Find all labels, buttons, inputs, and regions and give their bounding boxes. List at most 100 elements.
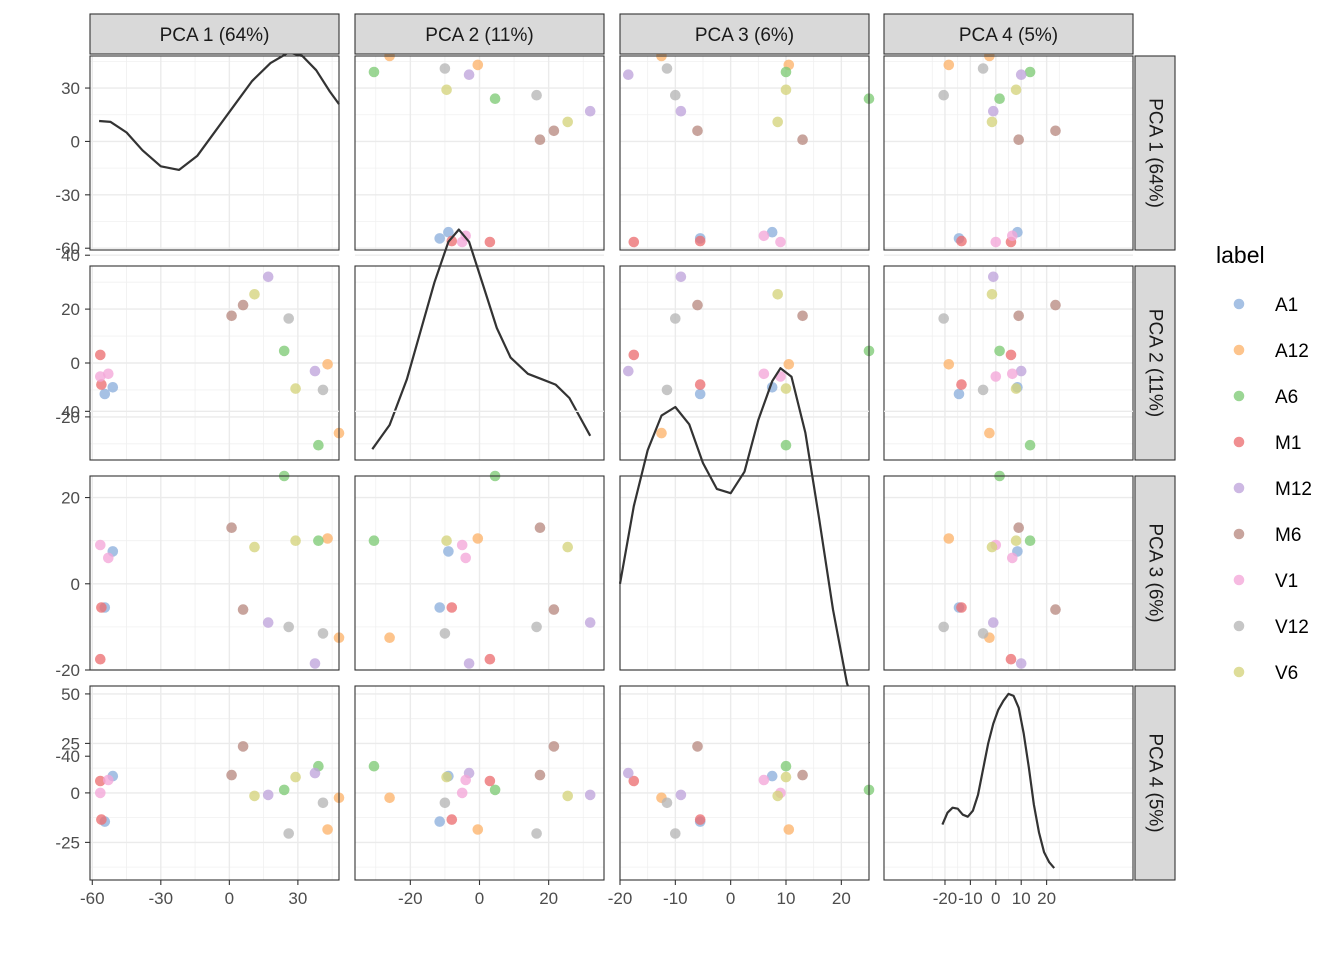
panel-border [883,475,1134,671]
data-point-m6 [237,741,249,752]
legend-swatch [1233,574,1245,586]
data-point-v1 [103,774,114,786]
data-point-v1 [460,552,472,564]
data-point-m6 [237,299,249,311]
density-curve [618,367,870,744]
data-point-a12 [322,824,333,835]
data-point-v12 [531,828,542,839]
data-point-a6 [278,345,290,357]
panel-border [619,685,870,881]
data-point-a6 [489,784,501,796]
panel-border [354,55,605,251]
column-strip [883,13,1134,55]
data-point-v12 [670,828,681,839]
legend-items: A1 A12 A6 M1 M12 M6 V1 V12 V6 [1233,295,1312,684]
data-point-a6 [313,439,324,451]
data-point-v12 [661,63,673,74]
data-point-v1 [95,539,106,551]
data-point-v6 [290,771,301,783]
data-point-a1 [434,816,446,827]
data-point-v6 [780,383,792,394]
data-point-a1 [766,226,778,238]
panel-background [620,476,869,670]
y-tick-label: -20 [55,408,80,427]
data-point-v1 [1007,230,1018,242]
legend-swatch [1233,620,1245,632]
legend: label A1 A12 A6 M1 M12 M6 V1 V12 V6 [1216,242,1312,684]
data-point-m6 [548,741,560,752]
legend-item-a1: A1 [1233,295,1298,316]
data-point-m1 [96,814,107,825]
data-point-m6 [534,134,546,145]
data-point-m1 [628,775,640,787]
data-point-m1 [95,653,106,665]
data-point-v12 [938,621,949,633]
data-point-m12 [584,789,596,801]
data-point-v1 [1007,368,1018,380]
panel-r2-c4 [883,254,1134,461]
data-point-v6 [1010,84,1022,96]
x-tick-label: -10 [958,889,983,908]
panel-background [90,686,339,880]
row-strip [1134,475,1176,671]
legend-item-m12: M12 [1233,479,1312,500]
data-point-v6 [249,790,260,802]
data-point-m1 [484,236,496,248]
data-point-m1 [628,349,640,361]
row-strip [1134,55,1176,251]
row-strip-label: PCA 3 (6%) [1145,523,1166,622]
data-point-m1 [694,379,706,390]
x-tick-label: -20 [608,889,633,908]
legend-item-m6: M6 [1233,525,1301,546]
legend-swatch [1233,298,1245,310]
data-point-a12 [656,427,667,439]
data-point-a1 [99,388,111,400]
x-tick-label: -60 [80,889,105,908]
data-point-a12 [943,359,955,370]
data-point-v1 [775,236,786,248]
legend-item-v1: V1 [1233,571,1298,592]
data-point-m6 [797,310,808,322]
panel-r1-c1 [89,51,340,251]
legend-label: M12 [1275,479,1312,500]
y-tick-label: 40 [61,246,80,265]
x-tick-label: 10 [1012,889,1031,908]
data-point-v6 [780,84,792,96]
data-point-a6 [278,784,290,796]
data-point-m1 [694,814,706,825]
data-point-m6 [1050,604,1061,615]
data-point-v12 [317,384,329,396]
data-point-m6 [534,769,546,781]
data-point-a1 [694,388,706,400]
data-point-v12 [439,63,451,74]
legend-item-v6: V6 [1233,663,1298,684]
data-point-a1 [434,233,446,244]
y-tick-label: 25 [61,734,80,753]
data-point-a12 [472,533,484,544]
data-point-v6 [441,535,452,546]
data-point-v12 [938,89,949,101]
data-point-v6 [290,535,301,546]
data-point-a1 [107,382,119,393]
data-point-a6 [313,535,324,546]
data-point-a6 [1024,66,1036,78]
legend-label: M6 [1275,525,1301,546]
panel-border [354,475,605,671]
panel-r2-c2 [354,228,605,461]
data-point-a1 [434,602,446,613]
data-point-a6 [1024,439,1036,451]
data-point-m1 [96,379,107,390]
data-point-v1 [990,236,1002,248]
data-point-v6 [1010,535,1022,546]
row-strip [1134,265,1176,461]
data-point-m12 [623,69,634,80]
data-point-m12 [262,789,274,801]
x-tick-label: -30 [149,889,174,908]
density-curve [371,228,592,450]
x-tick-label: -10 [663,889,688,908]
data-point-m6 [1050,299,1061,311]
panel-border [89,475,340,671]
column-strip [619,13,870,55]
data-point-v6 [249,541,260,553]
column-strip-label: PCA 1 (64%) [160,25,270,46]
